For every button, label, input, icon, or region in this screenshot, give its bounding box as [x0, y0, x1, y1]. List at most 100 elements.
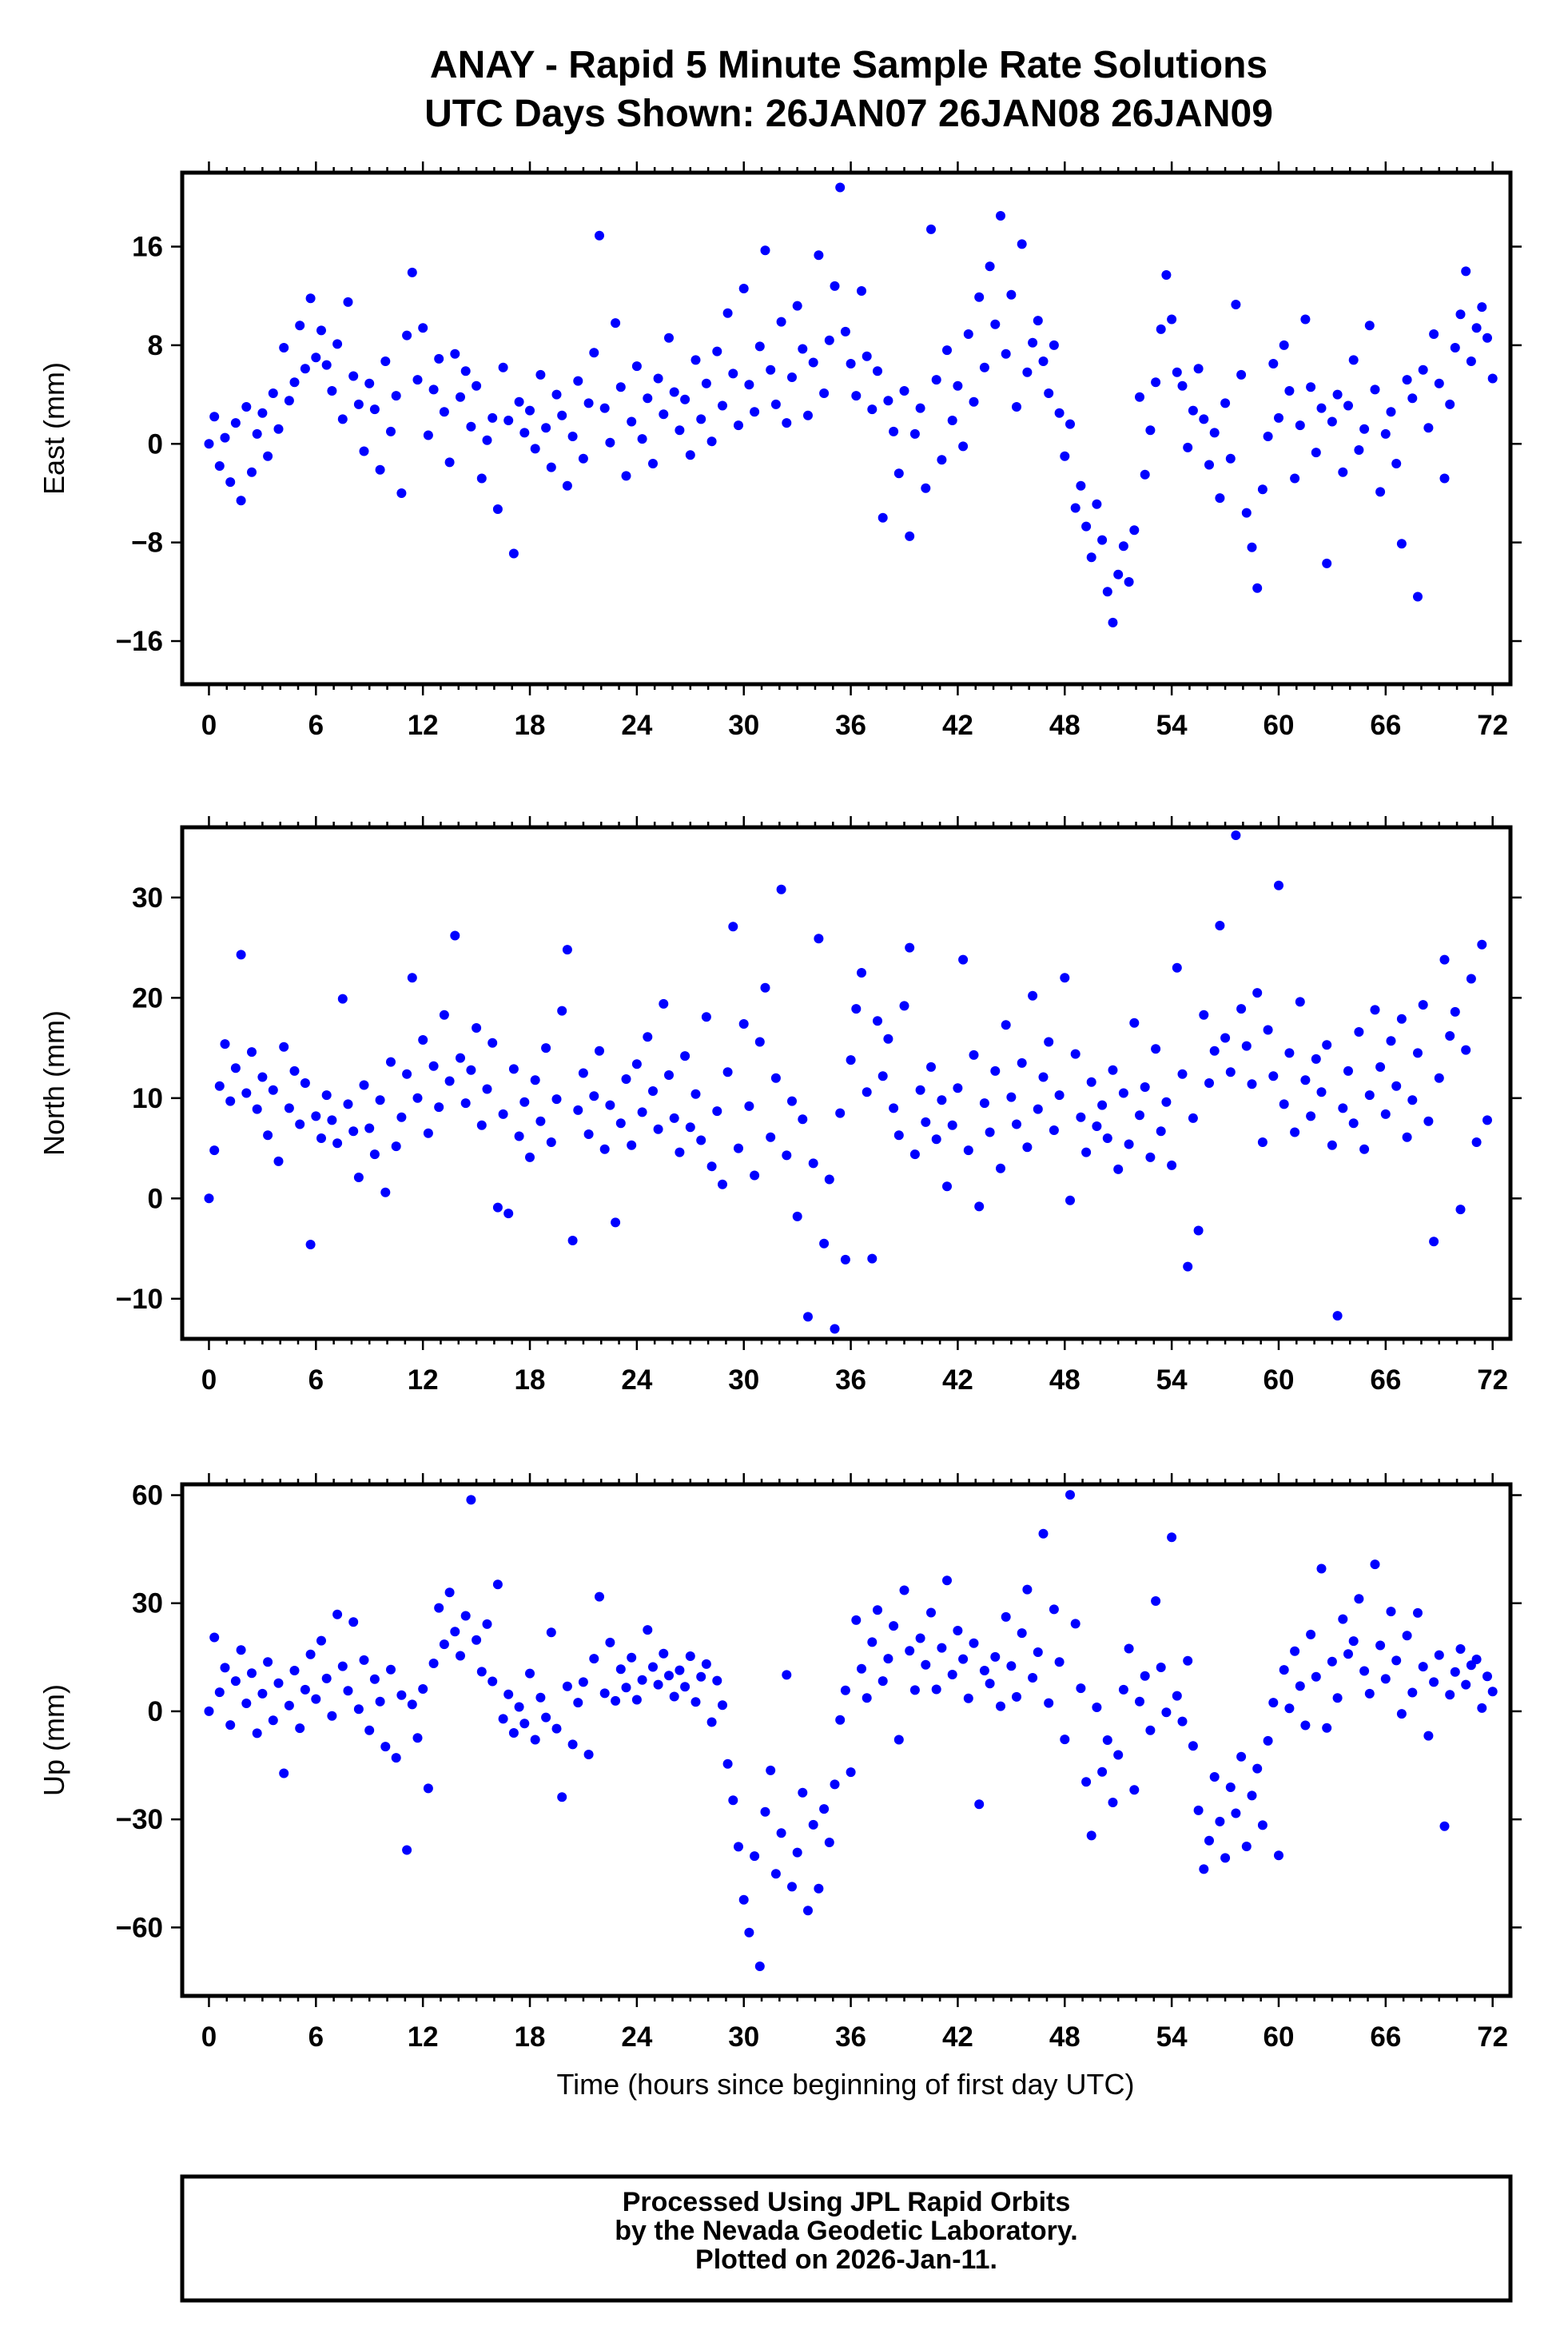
data-point [321, 360, 332, 370]
data-point [1391, 1081, 1402, 1091]
data-point [701, 378, 711, 388]
x-tick-label: 42 [942, 1364, 973, 1396]
data-point [450, 930, 460, 941]
data-point [541, 423, 551, 433]
data-point [1263, 1025, 1273, 1035]
data-point [551, 1094, 562, 1105]
data-point [1012, 1119, 1021, 1129]
data-point [1124, 1643, 1134, 1654]
data-point [728, 922, 738, 932]
data-point [1135, 392, 1144, 402]
data-point [348, 1617, 359, 1627]
data-point [637, 1107, 647, 1117]
data-point [456, 1651, 465, 1661]
data-point [530, 1075, 540, 1085]
data-point [1118, 1684, 1128, 1695]
data-point [1161, 1707, 1172, 1718]
data-point [615, 1118, 626, 1129]
data-point [284, 396, 294, 406]
data-point [289, 377, 300, 388]
data-point [456, 1053, 465, 1063]
x-tick-label: 18 [515, 1364, 546, 1396]
data-point [1118, 1088, 1128, 1098]
data-point [1359, 1666, 1370, 1676]
data-point [268, 388, 278, 398]
data-point [1418, 1662, 1428, 1672]
data-point [369, 1149, 380, 1160]
data-point [1183, 442, 1193, 452]
data-point [893, 1130, 904, 1141]
data-point [862, 351, 872, 361]
data-point [1290, 1127, 1300, 1137]
data-point [728, 1795, 738, 1806]
data-point [840, 326, 850, 337]
data-point [498, 1109, 508, 1119]
data-point [905, 942, 915, 953]
data-point [472, 380, 482, 391]
data-point [1311, 1671, 1321, 1682]
x-tick-label: 54 [1156, 1364, 1188, 1396]
data-point [969, 1638, 979, 1648]
data-point [488, 1676, 498, 1687]
data-point [1402, 1631, 1412, 1641]
data-point [969, 1050, 979, 1060]
data-point [846, 1055, 856, 1065]
data-point [1332, 1693, 1343, 1703]
data-point [257, 1688, 268, 1699]
data-point [1413, 1607, 1423, 1618]
data-point [380, 1187, 391, 1197]
data-point [712, 1675, 722, 1686]
data-point [862, 1087, 872, 1097]
data-point [915, 1085, 925, 1095]
data-point [289, 1065, 300, 1076]
x-tick-label: 0 [201, 2021, 217, 2053]
data-point [1054, 408, 1065, 418]
data-point [830, 281, 840, 291]
data-point [508, 1728, 519, 1738]
data-point [236, 496, 246, 506]
data-point [578, 1068, 588, 1078]
data-point [1038, 1528, 1049, 1539]
data-point [1268, 359, 1279, 368]
data-point [1434, 1650, 1444, 1660]
data-point [1193, 1225, 1204, 1236]
data-point [391, 1141, 401, 1152]
data-point [279, 1768, 289, 1778]
data-point [1402, 375, 1412, 385]
data-point [969, 396, 979, 407]
data-point [1322, 558, 1332, 568]
data-point [1434, 378, 1444, 388]
data-point [595, 1046, 604, 1056]
data-point [718, 400, 727, 411]
data-point [1049, 340, 1059, 350]
data-point [798, 1787, 808, 1798]
data-point [754, 1037, 765, 1047]
data-point [878, 1071, 888, 1081]
data-point [407, 1699, 417, 1710]
data-point [1407, 1095, 1418, 1105]
data-point [503, 416, 514, 425]
data-point [583, 398, 594, 408]
data-point [214, 1081, 225, 1091]
data-point [263, 1657, 273, 1667]
data-point [1129, 1785, 1140, 1795]
data-point [428, 384, 439, 395]
data-point [1241, 1041, 1252, 1051]
data-point [926, 1061, 936, 1072]
data-point [1450, 1006, 1460, 1017]
data-point [706, 436, 717, 447]
data-point [241, 402, 252, 412]
data-point [1306, 1629, 1316, 1639]
data-point [407, 267, 417, 277]
data-point [851, 1615, 862, 1625]
data-point [230, 1676, 241, 1687]
data-point [305, 1240, 316, 1249]
data-point [857, 968, 866, 978]
data-point [380, 356, 391, 366]
data-point [1332, 389, 1343, 400]
x-tick-label: 36 [835, 2021, 866, 2053]
data-point [573, 1105, 583, 1115]
data-point [1471, 1137, 1482, 1147]
x-tick-label: 54 [1156, 2021, 1188, 2053]
data-point [669, 1113, 679, 1123]
